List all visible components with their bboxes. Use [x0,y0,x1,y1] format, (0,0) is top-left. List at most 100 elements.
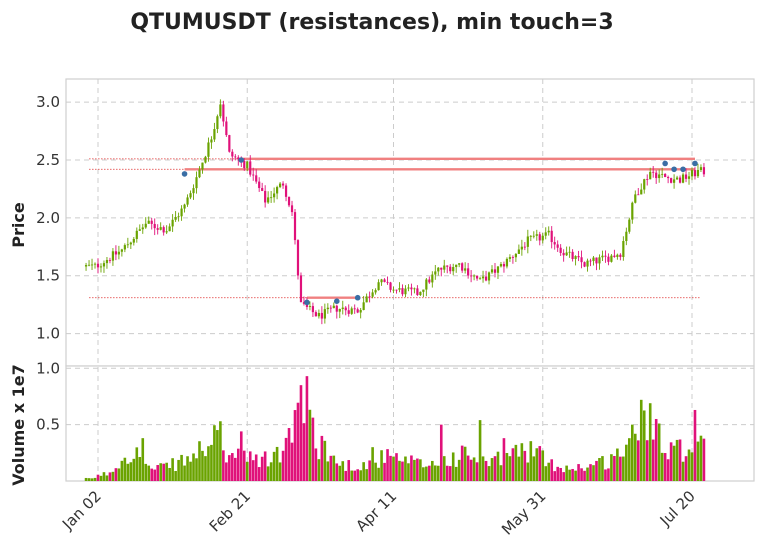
candle-body [452,267,455,272]
volume-bar [225,462,228,481]
candle-body [646,179,649,180]
volume-bar [150,468,154,481]
candle-body [622,241,625,257]
candle-body [329,307,332,309]
candle-body [192,188,195,194]
volume-bar [613,455,616,481]
volume-bar [308,409,312,481]
volume-bar [356,469,359,481]
x-tick-label: Feb 21 [206,487,254,535]
candle-body [693,170,697,177]
touch-marker [671,166,677,173]
volume-bar [616,448,619,481]
volume-bar [275,446,279,481]
candle-body [183,204,186,209]
candle-body [428,279,431,283]
candle-body [613,255,616,257]
volume-bar [502,438,506,481]
candle-body [422,289,425,292]
volume-bar [87,478,91,481]
candle-body [359,309,362,313]
candle-body [392,289,395,291]
volume-bar [416,458,419,481]
candle-body [526,236,529,247]
volume-bar [487,466,491,481]
candle-body [625,231,628,242]
candle-body [502,264,506,267]
volume-bar [204,456,207,481]
candle-body [684,174,688,179]
volume-bar [601,456,604,481]
volume-bar [290,442,294,481]
candle-body [670,178,673,183]
candle-body [458,263,461,265]
candle-body [377,282,380,291]
candle-body [126,244,129,246]
volume-bar [410,455,413,481]
candle-body [413,288,416,290]
candle-body [401,288,404,295]
volume-bar [625,444,628,481]
candle-body [652,171,655,173]
candle-body [687,176,691,179]
candle-body [111,251,115,261]
candle-body [141,227,144,230]
candle-body [102,263,106,267]
volume-bar [648,403,652,481]
candle-body [562,252,565,256]
volume-bar [323,440,327,481]
candle-body [171,219,174,227]
volume-bar [610,454,613,481]
candle-body [464,268,467,271]
x-tick-label: Jul 20 [656,487,699,530]
candle-body [568,251,571,253]
volume-bar [362,462,365,481]
candle-body [383,279,386,282]
volume-bar [484,460,488,481]
candle-body [520,246,523,250]
volume-bar [153,469,157,481]
candle-body [440,267,443,270]
candle-body [105,260,109,264]
candle-body [368,296,371,298]
volume-bar [445,465,449,481]
touch-marker [680,166,686,173]
volume-bar [511,448,515,481]
candle-body [690,170,694,177]
volume-bar [326,461,330,481]
volume-bar [436,465,440,481]
volume-bar [553,471,556,481]
candle-body [371,292,374,297]
volume-bar [245,461,249,481]
candle-body [326,307,329,310]
candle-body [135,230,138,239]
volume-bar [156,465,159,481]
candle-body [129,242,132,245]
volume-bar [296,402,300,481]
volume-bar [90,478,94,481]
volume-bar [666,459,670,481]
candle-body [556,244,559,248]
candle-body [586,260,589,267]
candle-body [165,231,168,233]
touch-marker [662,160,668,167]
volume-bar [96,474,100,481]
volume-bar [520,443,524,481]
volume-bar [383,462,386,481]
candle-body [637,194,640,196]
volume-bar [192,453,195,481]
volume-bar [514,444,518,481]
volume-bar [386,449,389,481]
volume-bar [628,438,631,481]
candle-body [114,251,118,255]
candle-body [544,232,547,236]
candle-body [156,228,159,230]
candle-body [446,265,449,267]
price-axis-label: Price [9,202,28,248]
volume-bar [669,442,673,481]
candle-body [144,223,147,228]
volume-bar [657,423,661,481]
volume-bar [266,466,270,481]
volume-bar [404,456,407,481]
volume-bar [329,455,333,481]
